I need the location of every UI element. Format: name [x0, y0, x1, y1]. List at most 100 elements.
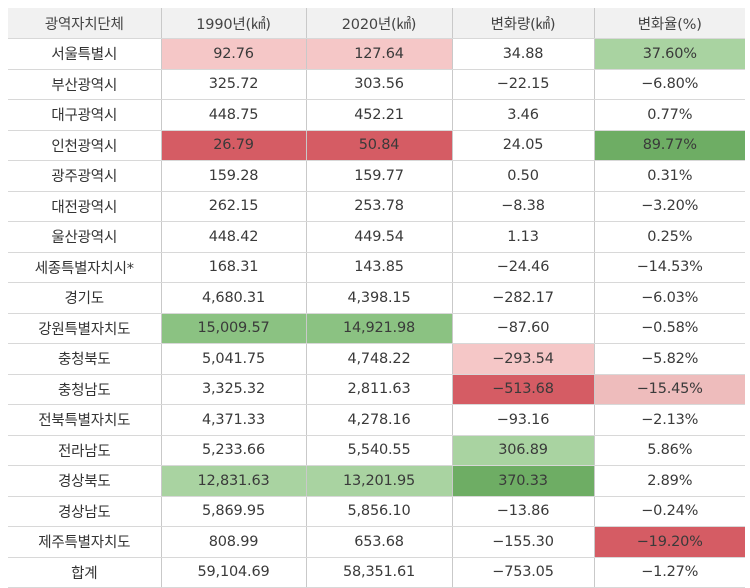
region-name: 전라남도: [8, 435, 162, 466]
area-change: 370.33: [452, 465, 595, 497]
change-rate: 37.60%: [594, 38, 745, 70]
area-change: 34.88: [452, 38, 595, 70]
table-row: 대구광역시 448.75 452.21 3.46 0.77%: [8, 99, 745, 131]
area-change: 1.13: [452, 221, 595, 253]
table-row: 전북특별자치도 4,371.33 4,278.16 −93.16 −2.13%: [8, 404, 745, 436]
region-area-table: 광역자치단체 1990년(㎢) 2020년(㎢) 변화량(㎢) 변화율(%) 서…: [8, 8, 745, 588]
change-rate: −5.82%: [594, 343, 745, 375]
table-header-row: 광역자치단체 1990년(㎢) 2020년(㎢) 변화량(㎢) 변화율(%): [8, 8, 745, 39]
header-rate: 변화율(%): [594, 8, 745, 39]
table-total-row: 합계 59,104.69 58,351.61 −753.05 −1.27%: [8, 557, 745, 588]
area-2020: 2,811.63: [306, 374, 453, 405]
area-2020: 452.21: [306, 99, 453, 131]
region-name: 대전광역시: [8, 191, 162, 222]
region-name: 부산광역시: [8, 69, 162, 100]
area-1990: 4,371.33: [161, 404, 307, 436]
area-change: −24.46: [452, 252, 595, 283]
table-row: 강원특별자치도 15,009.57 14,921.98 −87.60 −0.58…: [8, 313, 745, 344]
area-change: 24.05: [452, 130, 595, 161]
change-rate: −15.45%: [594, 374, 745, 405]
area-1990: 325.72: [161, 69, 307, 100]
region-name: 합계: [8, 557, 162, 588]
change-rate: −6.80%: [594, 69, 745, 100]
table-row: 제주특별자치도 808.99 653.68 −155.30 −19.20%: [8, 526, 745, 558]
change-rate: −14.53%: [594, 252, 745, 283]
region-name: 광주광역시: [8, 160, 162, 192]
area-1990: 5,869.95: [161, 496, 307, 527]
area-2020: 14,921.98: [306, 313, 453, 344]
change-rate: −1.27%: [594, 557, 745, 588]
area-1990: 159.28: [161, 160, 307, 192]
area-1990: 448.75: [161, 99, 307, 131]
table-row: 경기도 4,680.31 4,398.15 −282.17 −6.03%: [8, 282, 745, 314]
region-name: 경상북도: [8, 465, 162, 497]
change-rate: −6.03%: [594, 282, 745, 314]
region-name: 강원특별자치도: [8, 313, 162, 344]
header-region: 광역자치단체: [8, 8, 162, 39]
area-2020: 4,278.16: [306, 404, 453, 436]
area-2020: 303.56: [306, 69, 453, 100]
header-2020: 2020년(㎢): [306, 8, 453, 39]
area-change: −8.38: [452, 191, 595, 222]
region-area-table-container: 광역자치단체 1990년(㎢) 2020년(㎢) 변화량(㎢) 변화율(%) 서…: [8, 8, 745, 588]
area-2020: 50.84: [306, 130, 453, 161]
region-name: 대구광역시: [8, 99, 162, 131]
region-name: 전북특별자치도: [8, 404, 162, 436]
change-rate: 2.89%: [594, 465, 745, 497]
area-1990: 808.99: [161, 526, 307, 558]
table-row: 전라남도 5,233.66 5,540.55 306.89 5.86%: [8, 435, 745, 466]
area-2020: 253.78: [306, 191, 453, 222]
area-2020: 58,351.61: [306, 557, 453, 588]
area-2020: 159.77: [306, 160, 453, 192]
area-1990: 5,233.66: [161, 435, 307, 466]
area-1990: 5,041.75: [161, 343, 307, 375]
area-change: −87.60: [452, 313, 595, 344]
area-2020: 13,201.95: [306, 465, 453, 497]
region-name: 충청북도: [8, 343, 162, 375]
change-rate: −3.20%: [594, 191, 745, 222]
change-rate: 89.77%: [594, 130, 745, 161]
region-name: 제주특별자치도: [8, 526, 162, 558]
change-rate: 0.25%: [594, 221, 745, 253]
area-2020: 5,540.55: [306, 435, 453, 466]
area-2020: 4,748.22: [306, 343, 453, 375]
region-name: 충청남도: [8, 374, 162, 405]
change-rate: −0.24%: [594, 496, 745, 527]
area-2020: 653.68: [306, 526, 453, 558]
table-row: 대전광역시 262.15 253.78 −8.38 −3.20%: [8, 191, 745, 222]
region-name: 세종특별자치시*: [8, 252, 162, 283]
table-row: 경상남도 5,869.95 5,856.10 −13.86 −0.24%: [8, 496, 745, 527]
table-row: 세종특별자치시* 168.31 143.85 −24.46 −14.53%: [8, 252, 745, 283]
table-row: 울산광역시 448.42 449.54 1.13 0.25%: [8, 221, 745, 253]
area-1990: 26.79: [161, 130, 307, 161]
table-row: 부산광역시 325.72 303.56 −22.15 −6.80%: [8, 69, 745, 100]
area-change: −282.17: [452, 282, 595, 314]
area-change: −513.68: [452, 374, 595, 405]
table-row: 경상북도 12,831.63 13,201.95 370.33 2.89%: [8, 465, 745, 497]
area-change: 3.46: [452, 99, 595, 131]
area-1990: 448.42: [161, 221, 307, 253]
area-change: −13.86: [452, 496, 595, 527]
area-change: 0.50: [452, 160, 595, 192]
area-change: 306.89: [452, 435, 595, 466]
area-1990: 4,680.31: [161, 282, 307, 314]
change-rate: 0.77%: [594, 99, 745, 131]
table-row: 서울특별시 92.76 127.64 34.88 37.60%: [8, 38, 745, 70]
area-2020: 4,398.15: [306, 282, 453, 314]
area-change: −753.05: [452, 557, 595, 588]
table-row: 충청남도 3,325.32 2,811.63 −513.68 −15.45%: [8, 374, 745, 405]
region-name: 경상남도: [8, 496, 162, 527]
area-2020: 449.54: [306, 221, 453, 253]
change-rate: −2.13%: [594, 404, 745, 436]
region-name: 경기도: [8, 282, 162, 314]
area-change: −93.16: [452, 404, 595, 436]
area-1990: 262.15: [161, 191, 307, 222]
area-2020: 5,856.10: [306, 496, 453, 527]
table-row: 광주광역시 159.28 159.77 0.50 0.31%: [8, 160, 745, 192]
area-1990: 3,325.32: [161, 374, 307, 405]
table-row: 인천광역시 26.79 50.84 24.05 89.77%: [8, 130, 745, 161]
change-rate: 0.31%: [594, 160, 745, 192]
header-1990: 1990년(㎢): [161, 8, 307, 39]
area-1990: 168.31: [161, 252, 307, 283]
area-1990: 12,831.63: [161, 465, 307, 497]
